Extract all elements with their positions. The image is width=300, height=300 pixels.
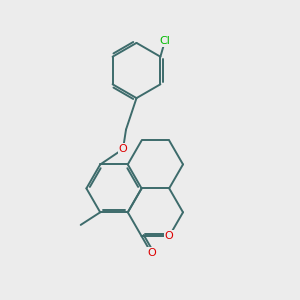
Text: O: O bbox=[165, 231, 174, 241]
Text: O: O bbox=[147, 248, 156, 258]
Text: O: O bbox=[118, 144, 127, 154]
Text: Cl: Cl bbox=[160, 36, 170, 46]
